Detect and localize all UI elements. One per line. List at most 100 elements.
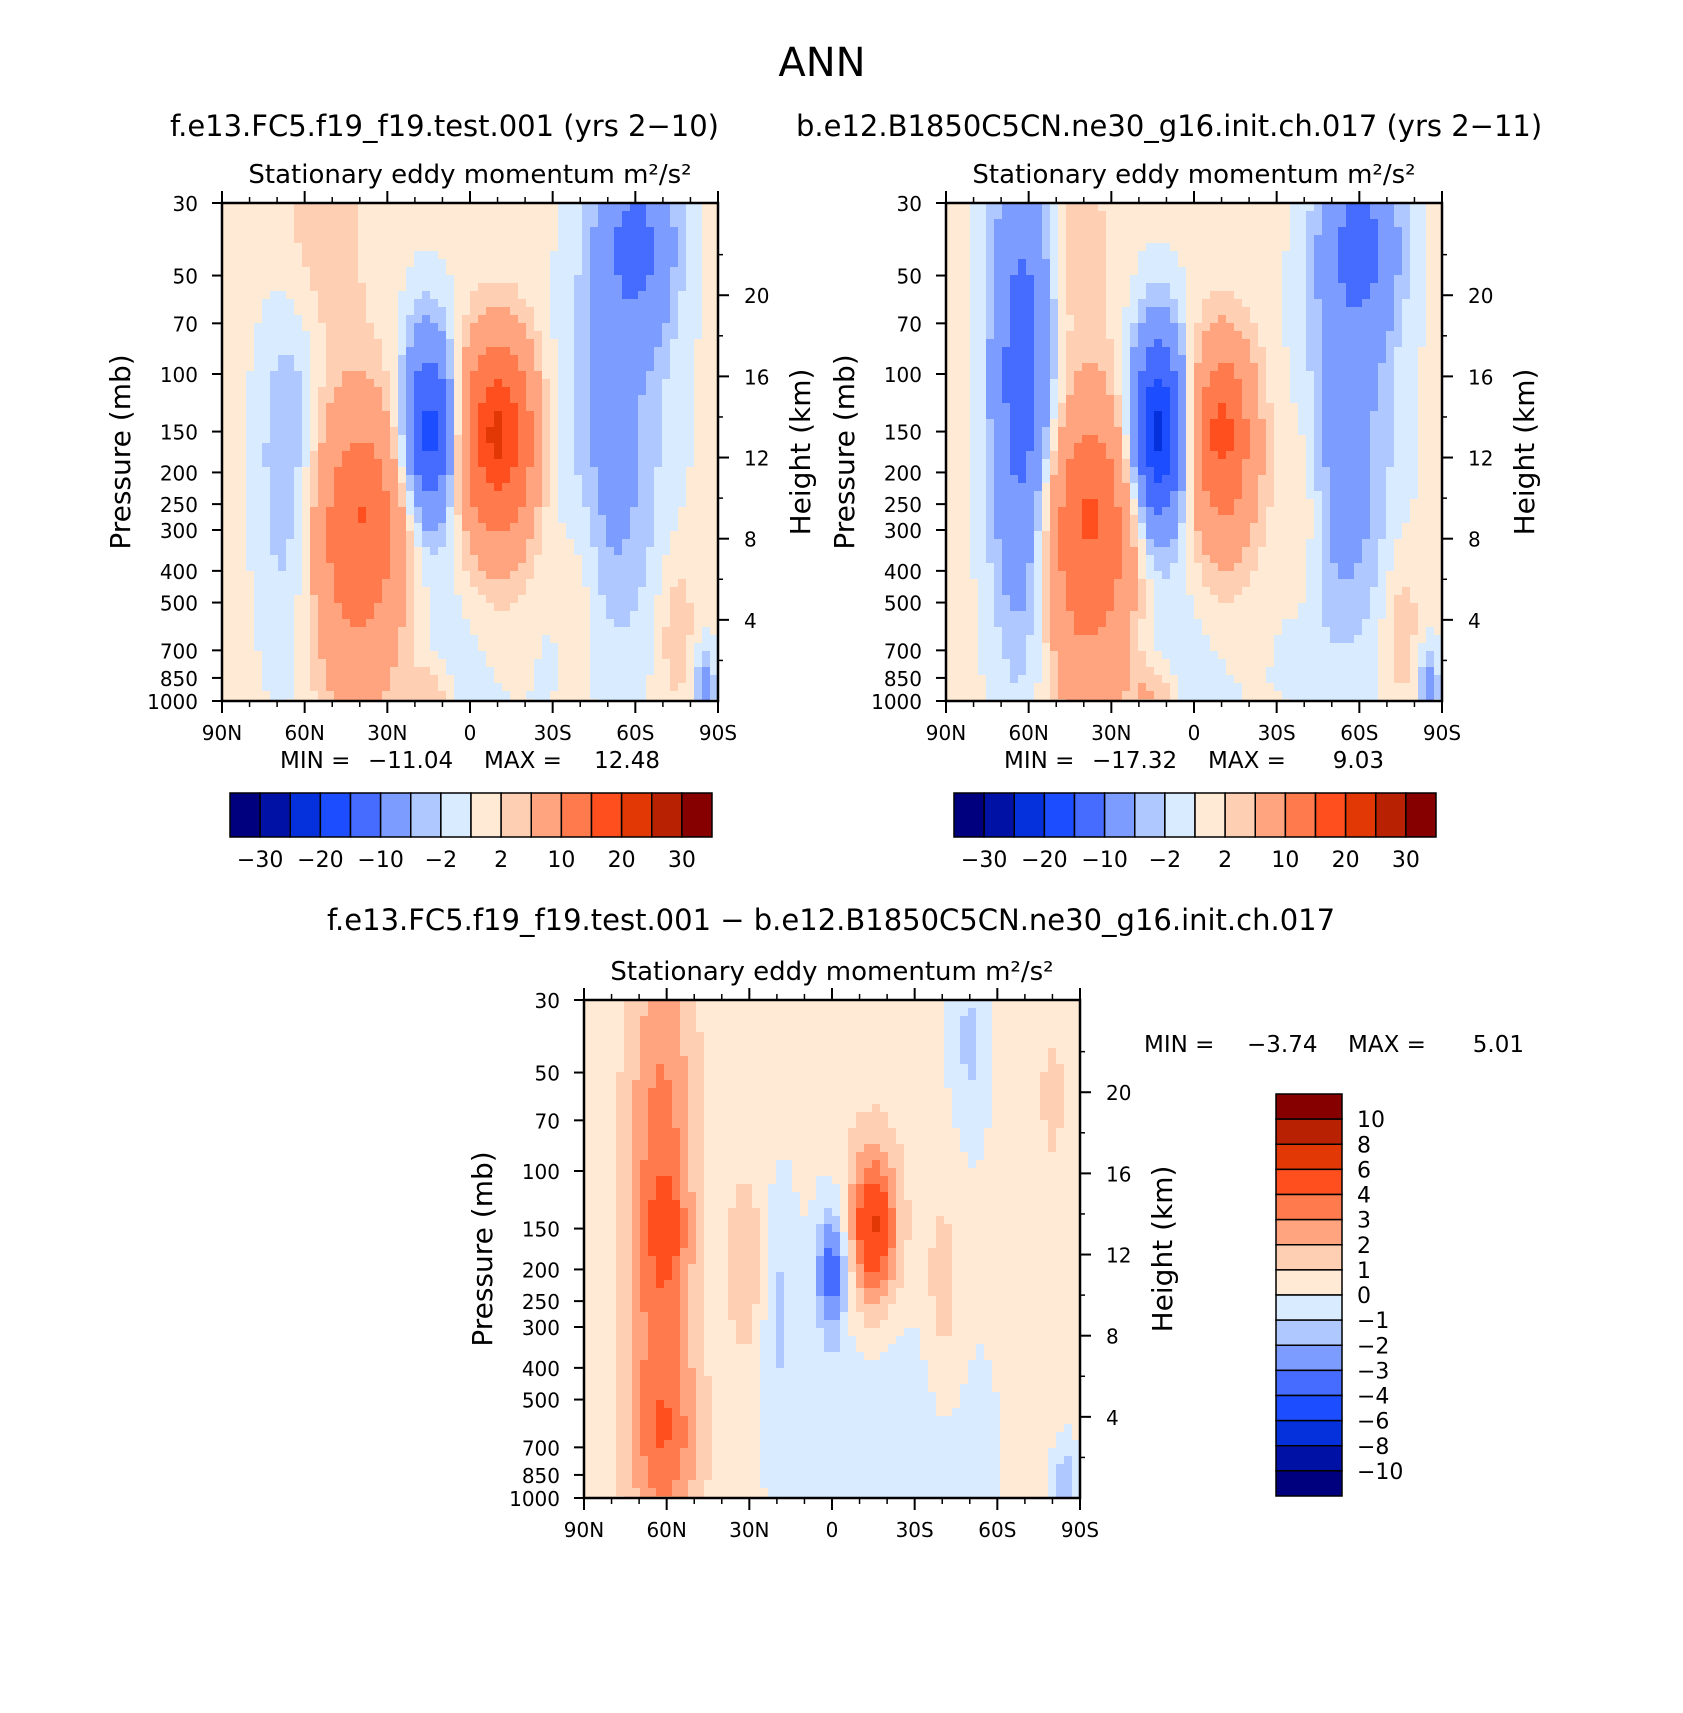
contour-cell bbox=[390, 227, 399, 236]
contour-cell bbox=[970, 323, 979, 332]
contour-cell bbox=[398, 347, 407, 356]
contour-cell bbox=[582, 691, 591, 700]
contour-cell bbox=[526, 323, 535, 332]
contour-cell bbox=[510, 275, 519, 284]
contour-cell bbox=[398, 363, 407, 372]
contour-cell bbox=[662, 395, 671, 404]
contour-cell bbox=[970, 251, 979, 260]
contour-cell bbox=[582, 267, 591, 276]
contour-cell bbox=[702, 427, 711, 436]
contour-cell bbox=[414, 659, 423, 668]
contour-cell bbox=[470, 635, 479, 644]
contour-cell bbox=[574, 643, 583, 652]
contour-cell bbox=[1370, 251, 1379, 260]
contour-cell bbox=[454, 307, 463, 316]
contour-cell bbox=[582, 635, 591, 644]
contour-cell bbox=[606, 667, 615, 676]
x-tick-label: 90S bbox=[699, 721, 737, 745]
contour-cell bbox=[486, 363, 495, 372]
contour-cell bbox=[638, 355, 647, 364]
contour-cell bbox=[254, 307, 263, 316]
contour-cell bbox=[398, 419, 407, 428]
contour-cell bbox=[1242, 203, 1251, 212]
contour-cell bbox=[686, 675, 695, 684]
contour-cell bbox=[1186, 227, 1195, 236]
contour-cell bbox=[326, 323, 335, 332]
contour-cell bbox=[262, 515, 271, 524]
contour-cell bbox=[286, 603, 295, 612]
contour-cell bbox=[994, 211, 1003, 220]
contour-cell bbox=[1322, 299, 1331, 308]
contour-cell bbox=[566, 211, 575, 220]
contour-cell bbox=[622, 683, 631, 692]
contour-cell bbox=[534, 571, 543, 580]
contour-cell bbox=[1146, 315, 1155, 324]
contour-cell bbox=[494, 651, 503, 660]
contour-cell bbox=[1410, 315, 1419, 324]
contour-cell bbox=[486, 467, 495, 476]
contour-cell bbox=[334, 651, 343, 660]
contour-cell bbox=[1410, 307, 1419, 316]
contour-cell bbox=[1386, 227, 1395, 236]
contour-cell bbox=[558, 667, 567, 676]
contour-cell bbox=[710, 235, 718, 244]
contour-cell bbox=[334, 427, 343, 436]
contour-cell bbox=[294, 547, 303, 556]
contour-cell bbox=[654, 379, 663, 388]
contour-cell bbox=[1266, 211, 1275, 220]
contour-cell bbox=[686, 211, 695, 220]
contour-cell bbox=[374, 563, 383, 572]
contour-cell bbox=[510, 451, 519, 460]
contour-cell bbox=[574, 435, 583, 444]
contour-cell bbox=[414, 491, 423, 500]
contour-cell bbox=[438, 507, 447, 516]
contour-cell bbox=[406, 531, 415, 540]
contour-cell bbox=[1410, 227, 1419, 236]
contour-cell bbox=[1298, 275, 1307, 284]
contour-cell bbox=[222, 235, 231, 244]
contour-cell bbox=[470, 419, 479, 428]
contour-cell bbox=[318, 203, 327, 212]
contour-cell bbox=[994, 323, 1003, 332]
contour-cell bbox=[1154, 259, 1163, 268]
contour-cell bbox=[486, 227, 495, 236]
contour-cell bbox=[422, 291, 431, 300]
contour-cell bbox=[1026, 203, 1035, 212]
contour-cell bbox=[470, 275, 479, 284]
contour-cell bbox=[590, 275, 599, 284]
contour-cell bbox=[254, 515, 263, 524]
contour-cell bbox=[1098, 227, 1107, 236]
contour-cell bbox=[486, 203, 495, 212]
min-label: MIN = bbox=[280, 748, 350, 774]
contour-cell bbox=[558, 227, 567, 236]
contour-cell bbox=[422, 611, 431, 620]
contour-cell bbox=[270, 411, 279, 420]
contour-cell bbox=[534, 339, 543, 348]
contour-cell bbox=[638, 515, 647, 524]
contour-cell bbox=[630, 227, 639, 236]
contour-cell bbox=[294, 603, 303, 612]
contour-cell bbox=[686, 547, 695, 556]
contour-cell bbox=[350, 579, 359, 588]
contour-cell bbox=[526, 355, 535, 364]
contour-cell bbox=[438, 243, 447, 252]
contour-cell bbox=[366, 435, 375, 444]
contour-cell bbox=[278, 579, 287, 588]
contour-cell bbox=[558, 603, 567, 612]
contour-cell bbox=[542, 283, 551, 292]
contour-cell bbox=[238, 411, 247, 420]
contour-cell bbox=[1146, 203, 1155, 212]
contour-cell bbox=[462, 411, 471, 420]
contour-cell bbox=[646, 691, 655, 700]
contour-cell bbox=[454, 363, 463, 372]
contour-cell bbox=[710, 571, 718, 580]
contour-cell bbox=[654, 435, 663, 444]
contour-cell bbox=[662, 387, 671, 396]
contour-cell bbox=[566, 331, 575, 340]
contour-cell bbox=[1210, 307, 1219, 316]
contour-cell bbox=[246, 275, 255, 284]
contour-cell bbox=[1306, 243, 1315, 252]
contour-cell bbox=[254, 331, 263, 340]
contour-cell bbox=[318, 587, 327, 596]
contour-cell bbox=[366, 651, 375, 660]
